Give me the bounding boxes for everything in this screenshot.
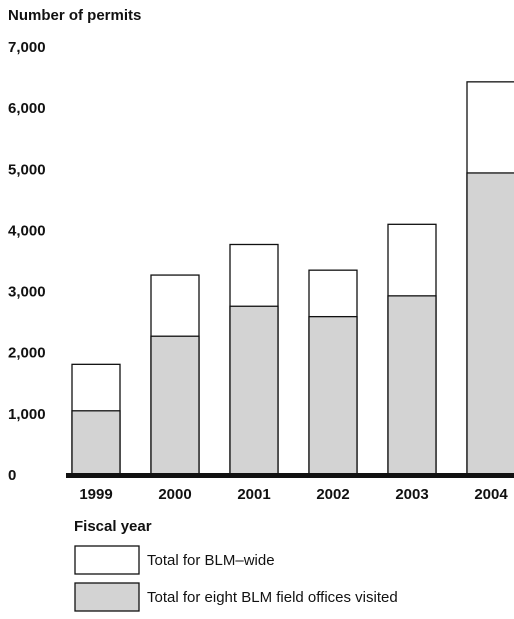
y-tick-label: 7,000 — [8, 39, 46, 56]
bar-field-offices-2000 — [150, 335, 200, 476]
y-tick-label: 1,000 — [8, 406, 46, 423]
y-tick-label: 5,000 — [8, 161, 46, 178]
legend: Total for BLM–wide Total for eight BLM fi… — [74, 545, 398, 612]
legend-swatch — [74, 545, 140, 575]
y-axis-title: Number of permits — [8, 7, 141, 24]
x-tick-label: 2001 — [237, 486, 270, 503]
bars — [71, 81, 514, 476]
legend-label: Total for BLM–wide — [147, 552, 275, 569]
y-tick-label: 3,000 — [8, 284, 46, 301]
bar-field-offices-2004 — [466, 172, 514, 476]
x-axis-title: Fiscal year — [74, 518, 152, 535]
x-axis-ticks: 1999 2000 2001 2002 2003 2004 — [79, 486, 508, 503]
legend-label: Total for eight BLM field offices visite… — [147, 589, 398, 606]
bar-field-offices-1999 — [71, 410, 121, 476]
x-tick-label: 2004 — [474, 486, 508, 503]
y-tick-label: 2,000 — [8, 345, 46, 362]
x-tick-label: 2003 — [395, 486, 428, 503]
y-tick-label: 4,000 — [8, 222, 46, 239]
x-tick-label: 2000 — [158, 486, 191, 503]
y-tick-label: 0 — [8, 467, 16, 484]
y-tick-label: 6,000 — [8, 100, 46, 117]
x-tick-label: 1999 — [79, 486, 112, 503]
x-axis-baseline — [66, 473, 514, 478]
bar-field-offices-2001 — [229, 305, 279, 476]
bar-field-offices-2003 — [387, 295, 437, 476]
x-tick-label: 2002 — [316, 486, 349, 503]
y-axis-ticks: 0 1,000 2,000 3,000 4,000 5,000 6,000 7,000 — [8, 39, 46, 484]
bar-field-offices-2002 — [308, 315, 358, 476]
legend-swatch — [74, 582, 140, 612]
